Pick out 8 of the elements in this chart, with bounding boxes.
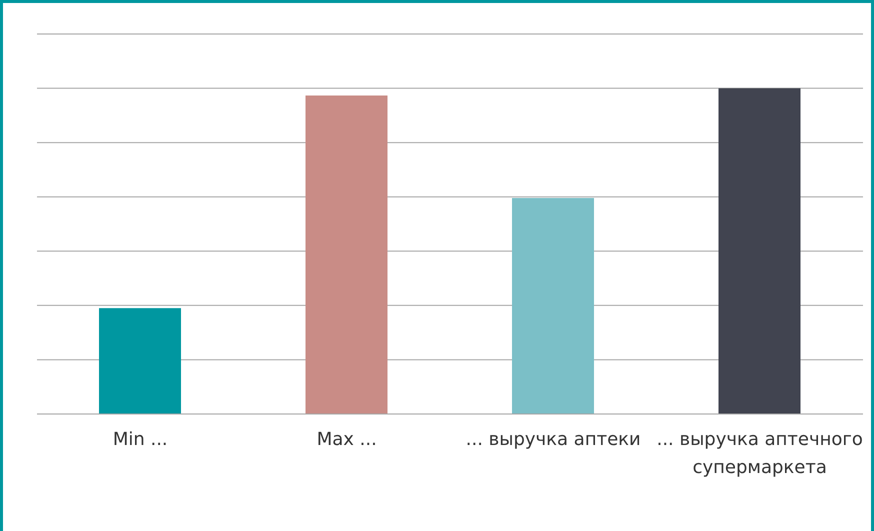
x-tick-label: ... выручка аптечного супермаркета bbox=[656, 428, 863, 478]
bar bbox=[718, 88, 800, 414]
x-tick-label: ... выручка аптеки bbox=[466, 428, 641, 450]
x-tick-label: Min ... bbox=[112, 428, 168, 450]
bar bbox=[306, 95, 388, 414]
x-tick-label: Max ... bbox=[316, 428, 377, 450]
bar bbox=[512, 198, 594, 414]
bar bbox=[99, 308, 181, 414]
